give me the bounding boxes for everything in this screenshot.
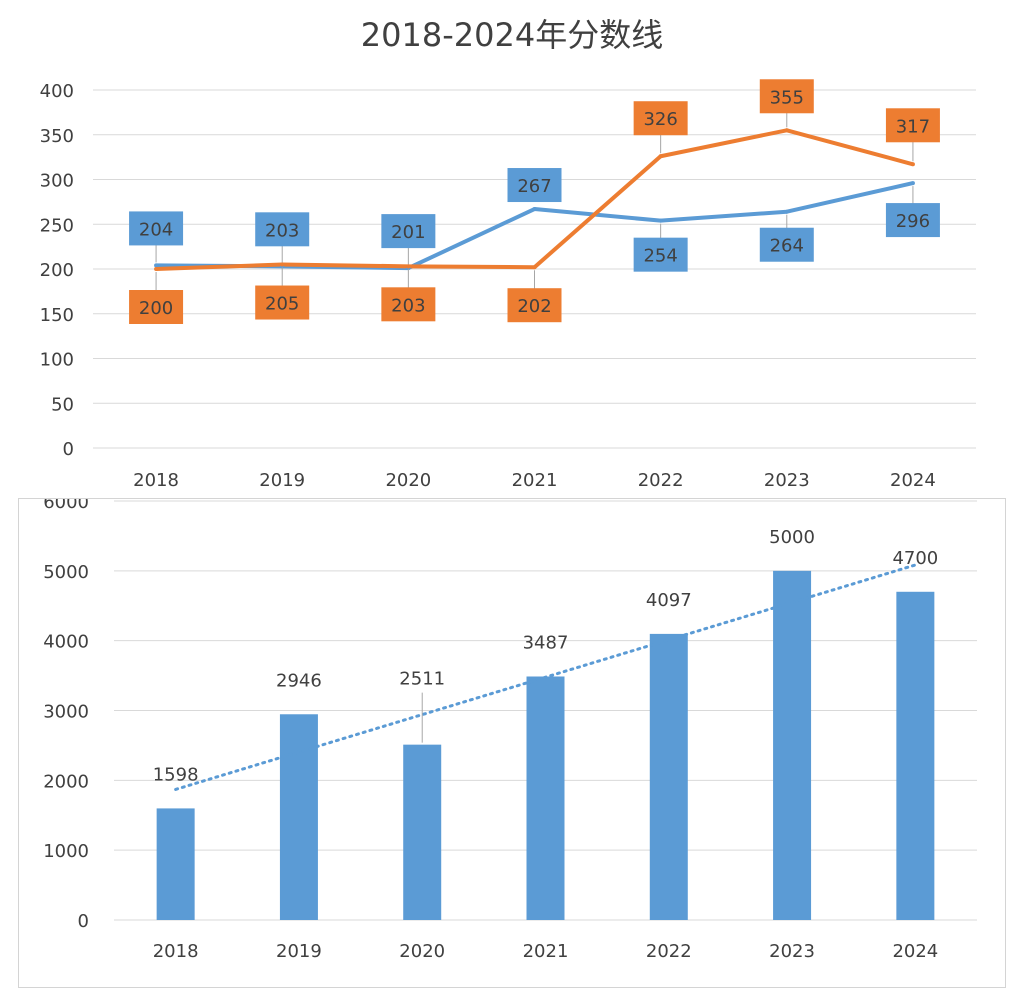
y-tick-label: 50 [51,394,74,415]
data-label: 200 [139,298,173,319]
x-tick-label: 2024 [892,941,938,962]
data-label-box [255,212,310,247]
y-tick-label: 350 [40,126,74,147]
data-label: 4097 [646,590,692,611]
data-point [406,264,411,269]
data-label: 254 [643,246,677,267]
y-tick-label: 2000 [43,771,89,792]
data-label-box [507,168,562,203]
y-tick-label: 0 [63,439,74,460]
data-label: 3487 [523,632,569,653]
y-tick-label: 3000 [43,702,89,723]
data-label: 317 [896,116,930,137]
data-label-box [129,290,184,324]
data-label: 267 [517,176,551,197]
bar [896,591,935,920]
data-point [658,154,663,159]
data-label-box [633,101,688,136]
data-label: 355 [770,87,804,108]
bar [156,808,195,920]
x-tick-label: 2024 [890,470,936,491]
data-label-box [885,203,940,238]
x-tick-label: 2018 [133,470,179,491]
y-tick-label: 300 [40,171,74,192]
x-tick-label: 2018 [153,941,199,962]
y-tick-label: 4000 [43,632,89,653]
data-label-box [381,287,436,322]
data-label: 203 [265,220,299,241]
bar [403,744,442,920]
data-point [910,162,915,167]
y-tick-label: 0 [78,911,89,932]
count-bar-chart-panel: 0 1000 2000 3000 4000 5000 6000 2018 2019 2020 202… [18,498,1006,988]
data-label-box [633,237,688,272]
data-label: 326 [643,109,677,130]
data-point [532,207,537,212]
data-point [154,263,159,268]
data-label: 205 [265,294,299,315]
data-label-box [507,288,562,323]
x-tick-label: 2022 [646,941,692,962]
x-tick-label: 2019 [259,470,305,491]
data-point [280,262,285,267]
data-label-box [255,285,310,320]
x-tick-label: 2020 [385,470,431,491]
data-label: 1598 [153,764,199,785]
y-tick-label: 250 [40,215,74,236]
data-point [910,181,915,186]
y-tick-label: 6000 [43,499,89,513]
x-tick-label: 2022 [638,470,684,491]
data-label-box [381,214,436,249]
data-label: 201 [391,222,425,243]
data-label-box [759,227,814,262]
x-tick-label: 2021 [512,470,558,491]
x-tick-label: 2023 [764,470,810,491]
y-tick-label: 400 [40,81,74,102]
data-point [784,209,789,214]
data-point [784,128,789,133]
bar [773,570,812,920]
y-tick-label: 200 [40,260,74,281]
data-label: 296 [896,211,930,232]
data-label-box [759,79,814,114]
score-line-chart: 0 50 100 150 200 250 300 350 400 2018 2019 2020 2021… [40,79,976,491]
data-label: 204 [139,219,173,240]
x-tick-label: 2020 [399,941,445,962]
data-point [532,265,537,270]
data-label: 2946 [276,670,322,691]
data-label: 264 [770,236,804,257]
x-tick-label: 2023 [769,941,815,962]
count-bar-chart: 0 1000 2000 3000 4000 5000 6000 2018 2019 2020 202… [43,499,977,962]
bar [526,676,565,920]
data-label-box [129,211,184,246]
data-label: 203 [391,295,425,316]
data-label: 4700 [892,548,938,569]
y-tick-label: 1000 [43,841,89,862]
data-point [154,267,159,271]
panel-divider [0,492,1024,498]
x-tick-label: 2021 [523,941,569,962]
score-line-chart-panel: 2018-2024年分数线 0 50 100 150 200 250 300 350 400 20… [18,4,1006,492]
x-tick-label: 2019 [276,941,322,962]
data-label: 5000 [769,527,815,548]
data-label-box [885,108,940,143]
trendline [174,563,917,791]
data-label: 2511 [399,669,445,690]
y-tick-label: 150 [40,305,74,326]
bar [649,633,688,920]
y-tick-label: 100 [40,350,74,371]
data-point [658,218,663,223]
bar [279,714,318,920]
data-label: 202 [517,296,551,317]
y-tick-label: 5000 [43,562,89,583]
chart-title: 2018-2024年分数线 [360,16,664,54]
